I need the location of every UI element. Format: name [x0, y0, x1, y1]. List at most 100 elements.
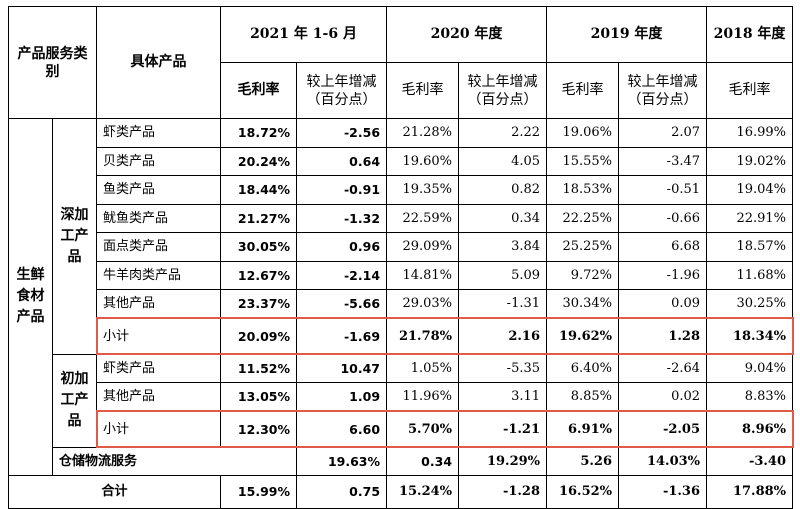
header-change-2019: 较上年增减（百分点）	[618, 62, 708, 119]
cell-gm-2019: 22.25%	[546, 203, 620, 233]
cell-chg-2020: -1.21	[458, 410, 548, 448]
subtotal-label: 小计	[96, 410, 221, 448]
cell-chg-2021: -1.32	[295, 203, 388, 233]
cell-gm-2020: 21.78%	[386, 317, 460, 355]
header-row-2: 毛利率 较上年增减（百分点） 毛利率 较上年增减（百分点） 毛利率 较上年增减（…	[9, 62, 794, 119]
product-name: 牛羊肉类产品	[96, 260, 221, 290]
cell-chg-2020: 2.22	[458, 118, 548, 148]
cell-gm-2019: 14.03%	[618, 446, 708, 476]
cell-chg-2021: -0.91	[295, 175, 388, 205]
cell-gm-2019: 19.62%	[546, 317, 620, 355]
cell-gm-2018: 19.02%	[706, 146, 794, 176]
cell-gm-2021: 12.67%	[220, 260, 297, 290]
cell-gm-2020: 19.35%	[386, 175, 460, 205]
cell-chg-2019: 0.02	[618, 382, 708, 412]
cell-gm-2021: 19.63%	[295, 446, 388, 476]
primary-subtotal-row: 小计 12.30% 6.60 5.70% -1.21 6.91% -2.05 8.96%	[9, 410, 794, 448]
product-name: 虾类产品	[96, 353, 221, 383]
cell-gm-2018: 30.25%	[706, 289, 794, 319]
cell-chg-2020: -1.28	[458, 474, 548, 509]
cell-chg-2019: -0.66	[618, 203, 708, 233]
cell-gm-2020: 11.96%	[386, 382, 460, 412]
warehouse-label: 仓储物流服务	[52, 446, 297, 476]
cell-gm-2021: 21.27%	[220, 203, 297, 233]
product-name: 面点类产品	[96, 232, 221, 262]
cell-gm-2020: 19.29%	[458, 446, 548, 476]
cell-chg-2019: -2.64	[618, 353, 708, 383]
cell-chg-2019: 0.09	[618, 289, 708, 319]
cell-gm-2018: 11.68%	[706, 260, 794, 290]
cell-gm-2019: 18.53%	[546, 175, 620, 205]
table-row: 面点类产品 30.05% 0.96 29.09% 3.84 25.25% 6.68 18.57…	[9, 232, 794, 262]
cell-gm-2020: 22.59%	[386, 203, 460, 233]
header-period-2019: 2019 年度	[546, 6, 708, 63]
cell-gm-2019: 16.52%	[546, 474, 620, 509]
cell-chg-2019: -1.96	[618, 260, 708, 290]
cell-gm-2019: 15.55%	[546, 146, 620, 176]
cell-gm-2018: 16.99%	[706, 118, 794, 148]
cell-chg-2019: -3.47	[618, 146, 708, 176]
table-row: 鱼类产品 18.44% -0.91 19.35% 0.82 18.53% -0.51 19.0…	[9, 175, 794, 205]
cell-chg-2019: 1.28	[618, 317, 708, 355]
warehouse-row: 仓储物流服务19.63%0.3419.29%5.2614.03%-3.4017.…	[9, 446, 794, 476]
header-change-2020: 较上年增减（百分点）	[458, 62, 548, 119]
cell-chg-2019: -0.51	[618, 175, 708, 205]
total-row: 合计 15.99% 0.75 15.24% -1.28 16.52% -1.36 17.88%	[8, 474, 794, 509]
cell-gm-2019: 6.91%	[546, 410, 620, 448]
cell-gm-2019: 9.72%	[546, 260, 620, 290]
product-name: 贝类产品	[96, 146, 221, 176]
cell-chg-2020: 0.34	[458, 203, 548, 233]
cell-chg-2021: 10.47	[295, 353, 388, 383]
cell-chg-2020: 3.11	[458, 382, 548, 412]
cell-gm-2018: 9.04%	[706, 353, 794, 383]
cell-chg-2019: 6.68	[618, 232, 708, 262]
cell-chg-2020: 5.09	[458, 260, 548, 290]
cell-chg-2021: 0.75	[295, 474, 388, 509]
header-gross-margin-2019: 毛利率	[546, 62, 620, 119]
cell-chg-2021: 1.09	[295, 382, 388, 412]
header-gross-margin-2021: 毛利率	[220, 62, 297, 119]
header-period-2020: 2020 年度	[386, 6, 548, 63]
cell-chg-2020: -1.31	[458, 289, 548, 319]
cell-gm-2018: 8.83%	[706, 382, 794, 412]
cell-gm-2020: 29.09%	[386, 232, 460, 262]
cell-gm-2020: 14.81%	[386, 260, 460, 290]
cell-gm-2021: 30.05%	[220, 232, 297, 262]
cell-gm-2020: 1.05%	[386, 353, 460, 383]
header-gross-margin-2018: 毛利率	[706, 62, 794, 119]
header-period-2021: 2021 年 1-6 月	[219, 6, 388, 63]
cell-chg-2021: 6.60	[295, 410, 388, 448]
cell-chg-2020: -5.35	[458, 353, 548, 383]
cell-chg-2021: -5.66	[295, 289, 388, 319]
cell-gm-2021: 13.05%	[220, 382, 297, 412]
subtotal-label: 小计	[96, 317, 221, 355]
cell-chg-2019: -2.05	[618, 410, 708, 448]
product-name: 其他产品	[96, 289, 221, 319]
cell-gm-2021: 23.37%	[220, 289, 297, 319]
cell-chg-2021: -2.14	[295, 260, 388, 290]
product-name: 鱿鱼类产品	[96, 203, 221, 233]
total-label: 合计	[8, 474, 221, 509]
cell-gm-2018: 19.04%	[706, 175, 794, 205]
cell-chg-2021: 0.64	[295, 146, 388, 176]
table-row: 贝类产品 20.24% 0.64 19.60% 4.05 15.55% -3.47 19.02…	[9, 146, 794, 176]
cell-chg-2021: -1.69	[295, 317, 388, 355]
group-fresh-food: 生鲜食材产品	[8, 118, 53, 476]
group-primary-processing: 初加工产品	[52, 353, 97, 448]
product-name: 鱼类产品	[96, 175, 221, 205]
table-row: 其他产品 23.37% -5.66 29.03% -1.31 30.34% 0.09 30.2…	[9, 289, 794, 319]
cell-chg-2020: 5.26	[546, 446, 620, 476]
table-row: 牛羊肉类产品 12.67% -2.14 14.81% 5.09 9.72% -1.96 11.…	[9, 260, 794, 290]
table-row: 其他产品 13.05% 1.09 11.96% 3.11 8.85% 0.02 8.83%	[9, 382, 794, 412]
cell-chg-2021: 0.34	[386, 446, 460, 476]
table-row: 鱿鱼类产品 21.27% -1.32 22.59% 0.34 22.25% -0.66 22.…	[9, 203, 794, 233]
cell-gm-2021: 18.72%	[220, 118, 297, 148]
cell-chg-2020: 3.84	[458, 232, 548, 262]
product-name: 虾类产品	[96, 118, 221, 148]
cell-gm-2020: 21.28%	[386, 118, 460, 148]
cell-gm-2018: 17.88%	[706, 474, 794, 509]
header-period-2018: 2018 年度	[706, 6, 794, 63]
cell-chg-2020: 4.05	[458, 146, 548, 176]
cell-gm-2020: 15.24%	[386, 474, 460, 509]
cell-chg-2021: 0.96	[295, 232, 388, 262]
